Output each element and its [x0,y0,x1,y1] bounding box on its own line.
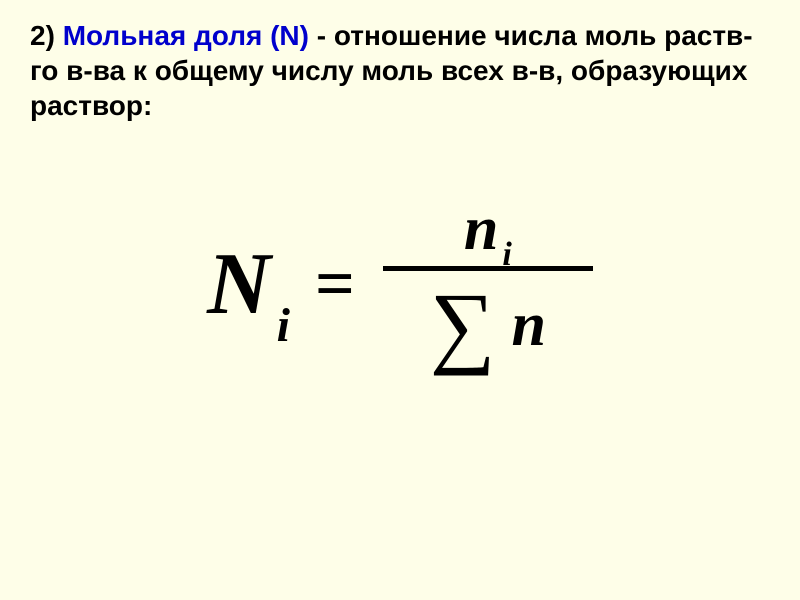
lhs-variable: N [207,241,271,329]
equals-sign: = [315,250,355,320]
fraction: n i ∑ n [383,198,593,371]
denominator: ∑ n [430,271,546,371]
formula-lhs: N i [207,241,290,329]
lhs-subscript: i [277,298,290,353]
numerator: n i [452,198,524,266]
denominator-variable: n [511,294,545,356]
definition-text: 2) Мольная доля (N) - отношение числа мо… [0,0,800,133]
numerator-subscript: i [502,236,511,274]
formula-container: N i = n i ∑ n [0,198,800,371]
sigma-symbol: ∑ [430,279,496,371]
definition-number: 2) [30,20,63,51]
term-highlight: Мольная доля (N) [63,20,309,51]
formula: N i = n i ∑ n [207,198,593,371]
numerator-variable: n [464,198,498,260]
